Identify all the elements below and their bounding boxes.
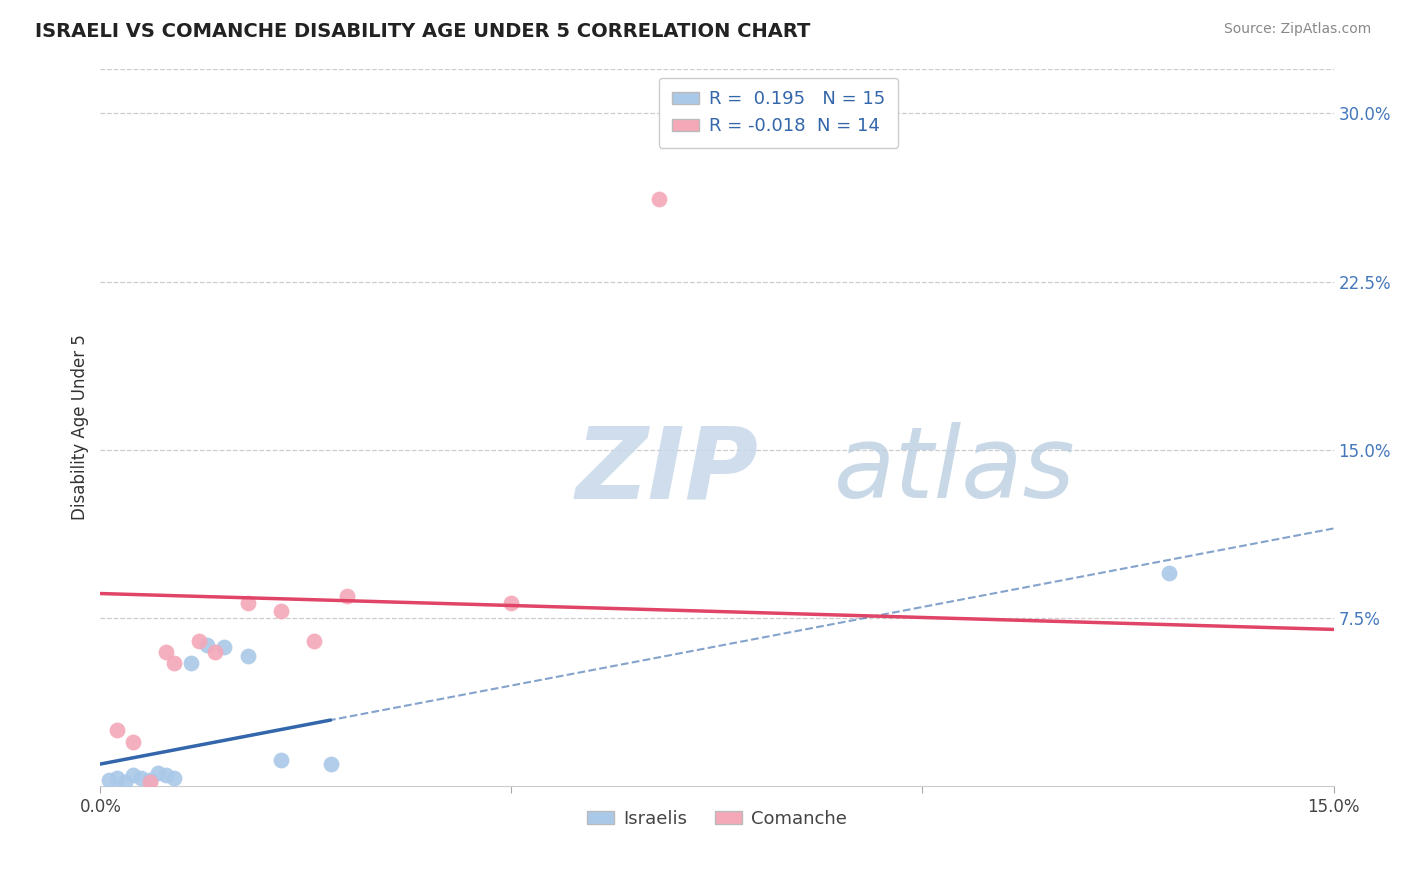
Point [122, 768, 145, 782]
Point [138, 772, 160, 787]
Point [163, 656, 186, 670]
Point [238, 649, 260, 664]
Point [163, 771, 186, 785]
Point [155, 768, 177, 782]
Point [97, 772, 120, 787]
Point [180, 656, 202, 670]
Point [270, 605, 292, 619]
Point [830, 118, 852, 132]
Point [188, 633, 211, 648]
Legend: Israelis, Comanche: Israelis, Comanche [581, 803, 853, 835]
Text: ISRAELI VS COMANCHE DISABILITY AGE UNDER 5 CORRELATION CHART: ISRAELI VS COMANCHE DISABILITY AGE UNDER… [35, 22, 810, 41]
Point [204, 645, 226, 659]
Point [1159, 566, 1181, 581]
Y-axis label: Disability Age Under 5: Disability Age Under 5 [72, 334, 89, 520]
Point [155, 645, 177, 659]
Point [270, 753, 292, 767]
Point [138, 775, 160, 789]
Point [131, 771, 153, 785]
Point [114, 775, 136, 789]
Point [212, 640, 235, 655]
Text: Source: ZipAtlas.com: Source: ZipAtlas.com [1223, 22, 1371, 37]
Point [302, 633, 325, 648]
Point [238, 595, 260, 609]
Point [195, 638, 218, 652]
Point [146, 766, 169, 780]
Point [501, 595, 523, 609]
Text: atlas: atlas [834, 422, 1076, 519]
Point [319, 757, 342, 772]
Point [122, 734, 145, 748]
Point [105, 771, 128, 785]
Text: ZIP: ZIP [575, 422, 758, 519]
Point [105, 723, 128, 738]
Point [648, 192, 671, 206]
Point [336, 589, 359, 603]
